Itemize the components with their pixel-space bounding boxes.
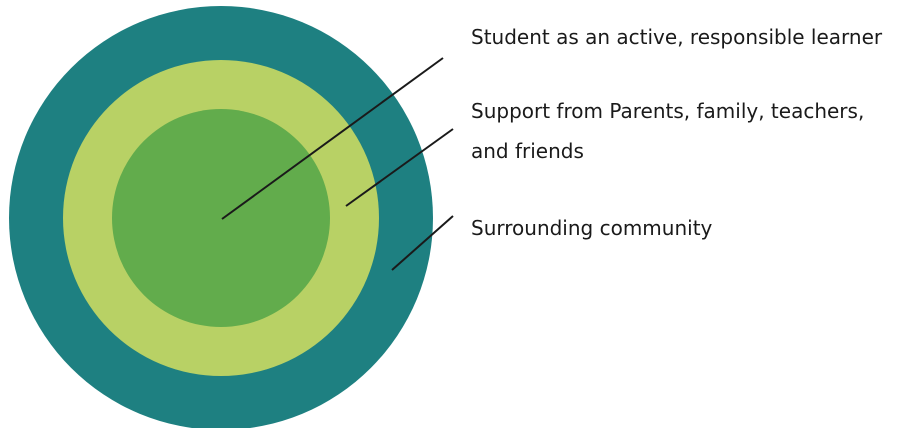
inner-circle-student <box>112 109 330 327</box>
label-student: Student as an active, responsible learne… <box>471 25 883 49</box>
label-support: Support from Parents, family, teachers, … <box>471 99 865 163</box>
label-surrounding-community: Surrounding community <box>471 216 713 240</box>
leader-line-support <box>345 128 454 207</box>
leader-line-community <box>391 215 454 271</box>
leader-line-student <box>221 57 444 220</box>
